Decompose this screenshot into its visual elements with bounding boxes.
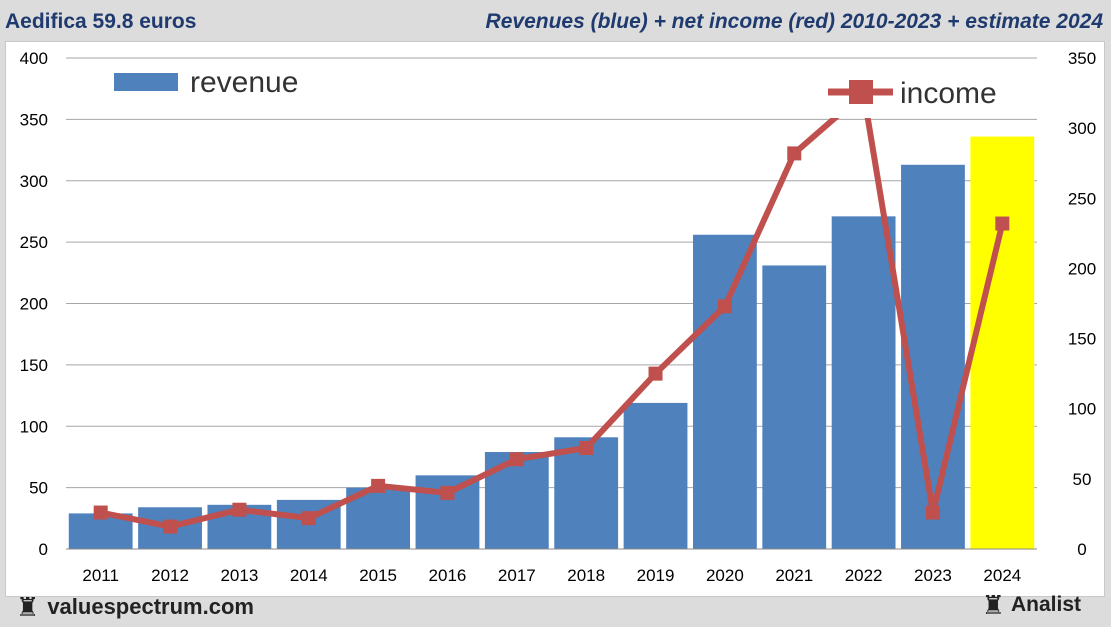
legend-income-label: income bbox=[900, 77, 997, 110]
x-axis-tick-label: 2019 bbox=[637, 566, 675, 585]
left-axis-tick-label: 350 bbox=[20, 110, 48, 129]
x-axis-tick-label: 2020 bbox=[706, 566, 744, 585]
x-axis-tick-label: 2018 bbox=[567, 566, 605, 585]
x-axis-tick-label: 2014 bbox=[290, 566, 328, 585]
right-axis-tick-label: 100 bbox=[1068, 400, 1096, 419]
legend-income-marker bbox=[849, 80, 873, 104]
right-axis-tick-label: 0 bbox=[1077, 540, 1086, 559]
income-point bbox=[301, 511, 316, 526]
site-name: valuespectrum.com bbox=[47, 594, 254, 619]
legend-background bbox=[100, 60, 805, 110]
left-axis-tick-label: 100 bbox=[20, 417, 48, 436]
brand-footer: ♜ Analist bbox=[982, 592, 1081, 618]
income-point bbox=[232, 502, 247, 517]
x-axis-tick-label: 2011 bbox=[82, 566, 119, 585]
income-point bbox=[648, 366, 663, 381]
revenue-estimate-bar bbox=[970, 136, 1035, 549]
x-axis-tick-label: 2023 bbox=[914, 566, 952, 585]
x-axis-tick-label: 2013 bbox=[220, 566, 258, 585]
right-axis-tick-label: 300 bbox=[1068, 119, 1096, 138]
rook-icon: ♜ bbox=[16, 592, 40, 622]
legend-revenue-swatch bbox=[114, 73, 178, 91]
income-point bbox=[579, 440, 594, 455]
chart-title: Revenues (blue) + net income (red) 2010-… bbox=[485, 10, 1103, 33]
left-axis-tick-label: 300 bbox=[20, 172, 48, 191]
right-axis-tick-label: 350 bbox=[1068, 49, 1096, 68]
revenue-bar bbox=[484, 452, 549, 549]
left-axis-tick-label: 400 bbox=[20, 49, 48, 68]
revenue-bar bbox=[554, 437, 619, 549]
income-point bbox=[925, 505, 940, 520]
x-axis-tick-label: 2022 bbox=[845, 566, 883, 585]
revenue-bar bbox=[762, 265, 827, 549]
right-axis-tick-label: 150 bbox=[1068, 330, 1096, 349]
x-axis-tick-label: 2016 bbox=[429, 566, 467, 585]
revenue-bar bbox=[692, 234, 757, 549]
brand-name: Analist bbox=[1010, 593, 1081, 616]
rook-icon: ♜ bbox=[981, 590, 1005, 620]
right-axis-tick-label: 200 bbox=[1068, 259, 1096, 278]
left-axis-tick-label: 200 bbox=[20, 295, 48, 314]
x-axis-tick-label: 2024 bbox=[983, 566, 1021, 585]
revenue-bar bbox=[831, 216, 896, 549]
income-point bbox=[163, 519, 178, 534]
x-axis-tick-label: 2021 bbox=[775, 566, 813, 585]
legend: revenue income bbox=[100, 60, 1015, 118]
income-point bbox=[440, 485, 455, 500]
company-price-title: Aedifica 59.8 euros bbox=[5, 10, 197, 33]
income-point bbox=[93, 505, 108, 520]
legend-revenue-label: revenue bbox=[190, 66, 298, 99]
left-axis-tick-label: 150 bbox=[20, 356, 48, 375]
income-point bbox=[717, 299, 732, 314]
income-point bbox=[787, 146, 802, 161]
x-axis-tick-label: 2015 bbox=[359, 566, 397, 585]
income-point bbox=[371, 478, 386, 493]
revenue-bar bbox=[901, 164, 965, 550]
right-axis-tick-label: 250 bbox=[1068, 189, 1096, 208]
left-axis-tick-label: 50 bbox=[29, 479, 48, 498]
left-axis-tick-label: 0 bbox=[39, 540, 48, 559]
income-point bbox=[995, 216, 1010, 231]
x-axis-tick-label: 2012 bbox=[151, 566, 189, 585]
revenue-bar bbox=[623, 402, 688, 549]
income-point bbox=[509, 452, 524, 467]
site-footer: ♜ valuespectrum.com bbox=[16, 594, 254, 620]
axes: 0 50 100 150 200 250 300 350 400 0 50 100 150 200 250 3… bbox=[20, 49, 1097, 585]
x-axis-tick-label: 2017 bbox=[498, 566, 536, 585]
left-axis-tick-label: 250 bbox=[20, 233, 48, 252]
right-axis-tick-label: 50 bbox=[1073, 470, 1092, 489]
